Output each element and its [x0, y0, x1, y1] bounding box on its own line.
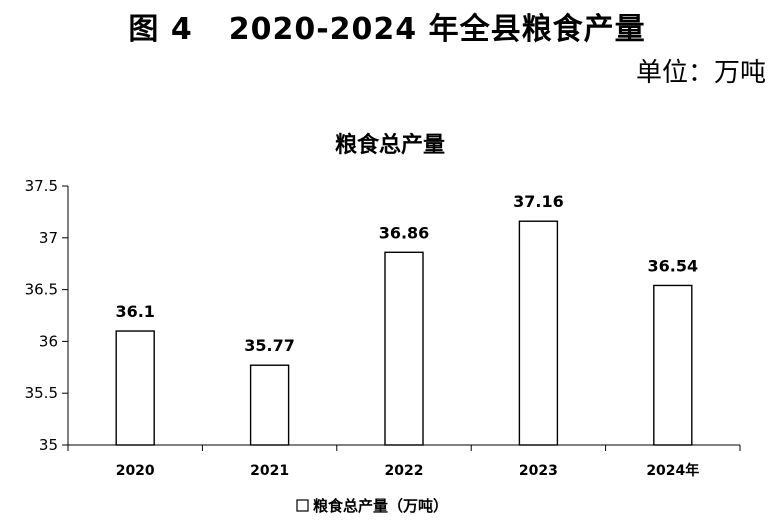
bar [249, 364, 290, 446]
y-tick-label: 37.5 [25, 177, 58, 195]
x-tick-label: 2022 [385, 463, 424, 479]
unit-label: 单位：万吨 [635, 58, 766, 88]
y-tick-label: 37 [39, 229, 58, 247]
x-axis: 2020 2021 2022 2023 2024年 [67, 444, 741, 479]
bar [384, 251, 424, 446]
legend-label: 粮食总产量（万吨） [313, 497, 448, 515]
x-tick-label: 2021 [250, 463, 289, 479]
x-tick-label: 2023 [519, 463, 558, 479]
data-label: 36.54 [647, 256, 698, 275]
chart-title: 粮食总产量 [335, 132, 445, 158]
data-label: 36.86 [379, 223, 430, 242]
figure-title: 图 4 2020-2024 年全县粮食产量 [0, 4, 774, 48]
bar [115, 330, 155, 446]
figure-number: 图 4 [128, 12, 193, 47]
y-tick-label: 35 [39, 436, 58, 454]
bar [518, 220, 559, 446]
figure-title-text: 2020-2024 年全县粮食产量 [228, 12, 646, 47]
bars: 36.1 35.77 36.86 37.16 36.54 [115, 192, 698, 446]
y-tick-label: 36 [39, 332, 58, 350]
y-tick-label: 35.5 [25, 384, 58, 402]
y-axis: 35 35.5 36 36.5 37 37.5 [25, 177, 69, 454]
bar [653, 284, 693, 446]
data-label: 36.1 [115, 302, 154, 321]
x-tick-label: 2020 [116, 463, 155, 479]
x-tick-label: 2024年 [646, 462, 699, 479]
data-label: 35.77 [244, 336, 295, 355]
y-tick-label: 36.5 [25, 281, 58, 299]
legend-swatch [296, 499, 309, 512]
legend: 粮食总产量（万吨） [296, 497, 448, 515]
data-label: 37.16 [513, 192, 564, 211]
